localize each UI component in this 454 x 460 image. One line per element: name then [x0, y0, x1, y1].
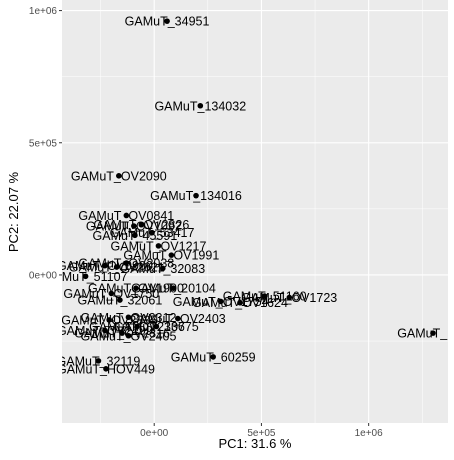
- point-label: GAMuT_OV2403: [130, 312, 226, 326]
- y-tick-label: 0e+00: [29, 270, 58, 281]
- data-point: [106, 317, 112, 323]
- point-label: GAMuT_OV0841: [78, 209, 174, 223]
- point-label: GAMuT_OV2021: [69, 261, 165, 275]
- point-label: GAMuT_60259: [171, 350, 256, 364]
- data-point: [430, 330, 436, 336]
- point-label: GAMuT_OV1092: [86, 220, 182, 234]
- data-point: [237, 299, 243, 306]
- point-label: GAMuT_OV1217: [111, 239, 207, 253]
- point-label: GAMuT_134016: [150, 189, 242, 203]
- point-label: GAMuT_OV2335: [61, 313, 157, 327]
- data-point: [197, 102, 204, 109]
- point-label: GAMuT_OV2090: [71, 169, 167, 183]
- point-label: GAMuT_OV1754: [173, 295, 269, 309]
- x-tick-label: 5e+05: [247, 428, 276, 439]
- point-label: GAMuT_53417: [110, 226, 195, 240]
- point-label: GAMuT_32061: [78, 294, 163, 308]
- data-point: [286, 294, 293, 301]
- data-point: [102, 327, 108, 334]
- point-label: GAMuT_IOV: [397, 327, 454, 341]
- data-point: [123, 212, 130, 219]
- point-label: GAMuT_OV2199: [57, 324, 153, 338]
- data-point: [168, 252, 175, 258]
- point-label: GAMuT_OV1900: [88, 282, 184, 296]
- point-label: GAMuT_32119: [57, 354, 141, 368]
- point-label: GAMuT_OV2107: [89, 320, 185, 334]
- point-label: GAMuT_134032: [154, 99, 246, 113]
- point-label: GAMuT_OV2038: [78, 257, 174, 271]
- data-point: [261, 293, 268, 299]
- point-label: GAMuT_OV2826: [93, 218, 189, 232]
- data-point: [155, 243, 162, 249]
- data-point: [164, 18, 170, 24]
- data-point: [95, 358, 102, 364]
- point-label: GAMuT_45591: [93, 229, 178, 243]
- data-point: [123, 260, 130, 266]
- data-point: [170, 285, 177, 291]
- point-label: GAMuT_34951: [125, 15, 210, 29]
- data-point: [116, 173, 122, 179]
- point-label: GAMuT_OV1991: [123, 249, 219, 263]
- point-label: GAMuT_OV0900: [57, 259, 153, 273]
- grid-minor: [62, 0, 448, 423]
- data-point: [102, 262, 108, 269]
- y-tick-label: 5e+05: [29, 138, 58, 149]
- point-label: GAMuT_OV1624: [192, 296, 288, 310]
- data-point: [193, 192, 199, 199]
- data-point: [210, 354, 216, 360]
- data-point: [103, 366, 109, 372]
- data-point: [217, 298, 224, 305]
- data-point: [153, 323, 160, 330]
- data-point: [132, 232, 138, 239]
- point-label: GAMuT_20104: [131, 282, 216, 296]
- data-point: [138, 221, 145, 228]
- y-axis-ticks: 0e+00 5e+05 1e+06: [29, 6, 62, 281]
- data-point: [82, 273, 89, 280]
- grid-major: [62, 0, 448, 423]
- point-label: GAMuT_OV2316: [74, 327, 170, 341]
- data-point: [175, 315, 181, 322]
- y-tick-label: 1e+06: [29, 6, 58, 17]
- point-label: GAMuT_51160: [223, 290, 307, 304]
- x-tick-label: 0e+00: [140, 428, 169, 439]
- data-point: [133, 285, 139, 291]
- point-layer: [82, 18, 436, 372]
- point-label: GAMuT_OV2405: [81, 329, 177, 343]
- point-label: GAMuT_OV1723: [241, 291, 337, 305]
- data-point: [159, 265, 166, 272]
- data-point: [134, 323, 140, 330]
- point-label: GAMuT_33675: [114, 320, 199, 334]
- data-point: [119, 330, 125, 336]
- data-point: [108, 290, 115, 297]
- data-point: [125, 314, 132, 321]
- y-axis-title: PC2: 22.07 %: [6, 171, 21, 252]
- x-tick-label: 1e+06: [355, 428, 384, 439]
- point-label-layer: GAMuT_34951 GAMuT_134032 GAMuT_OV2090 GAMuT…: [44, 15, 454, 377]
- plot-panel: [62, 0, 448, 423]
- data-point: [117, 297, 123, 303]
- point-label: GAMuT_32083: [120, 262, 205, 276]
- x-axis-ticks: 0e+00 5e+05 1e+06: [140, 423, 383, 439]
- data-point: [125, 332, 132, 339]
- point-label: GAMuT_51107: [44, 270, 128, 284]
- point-label: GAMuT_OV1750: [63, 287, 159, 301]
- point-label: GAMuT_OV2312: [81, 311, 177, 325]
- data-point: [149, 229, 155, 236]
- data-point: [131, 223, 137, 229]
- point-label: GAMuT_HOV449: [57, 362, 155, 376]
- data-point: [113, 264, 120, 270]
- x-axis-title: PC1: 31.6 %: [219, 436, 292, 451]
